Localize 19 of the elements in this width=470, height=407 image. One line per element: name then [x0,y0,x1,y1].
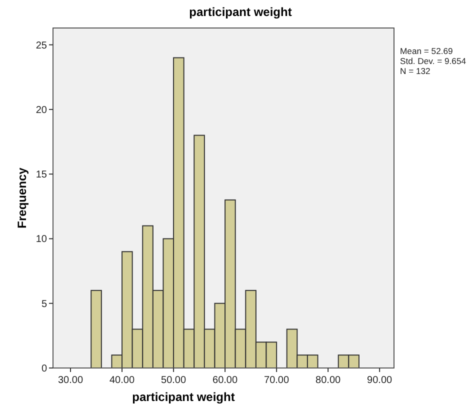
text: Mean = 52.69 [400,46,454,56]
y-tick-label: 25 [36,40,48,52]
y-axis-title: Frequency [15,167,29,228]
x-tick-label: 70.00 [264,375,290,386]
x-tick-label: 80.00 [316,375,342,386]
text: N = 132 [400,66,431,76]
y-tick-label: 20 [36,104,48,116]
x-tick-label: 60.00 [212,375,238,386]
chart-title: participant weight [189,5,292,19]
x-tick-label: 30.00 [58,375,84,386]
x-axis-title: participant weight [132,390,235,404]
y-tick-label: 5 [41,298,48,310]
x-tick-label: 50.00 [161,375,186,386]
text: Std. Dev. = 9.654 [400,56,466,66]
y-tick-label: 15 [36,170,48,181]
y-tick-label: 0 [41,364,48,374]
x-tick-label: 40.00 [110,375,135,386]
y-tick-label: 10 [36,234,48,246]
x-tick-label: 90.00 [367,375,393,386]
